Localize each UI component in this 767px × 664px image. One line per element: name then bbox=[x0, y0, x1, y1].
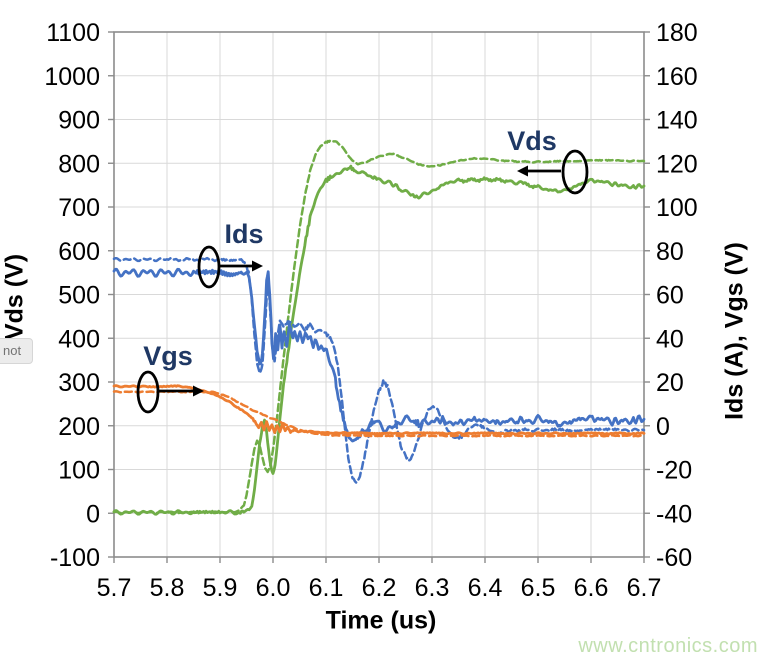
x-tick-label: 6.1 bbox=[309, 574, 344, 602]
left-tick-label: -100 bbox=[50, 544, 100, 572]
right-tick-label: -40 bbox=[656, 500, 692, 528]
x-tick-label: 5.8 bbox=[150, 574, 185, 602]
right-tick-label: 180 bbox=[656, 19, 698, 47]
left-tick-label: 700 bbox=[58, 194, 100, 222]
annotation-ellipse-ids bbox=[197, 245, 221, 289]
x-tick-label: 6.7 bbox=[627, 574, 662, 602]
left-tick-label: 800 bbox=[58, 150, 100, 178]
right-tick-label: 80 bbox=[656, 238, 684, 266]
annotation-label-vds: Vds bbox=[507, 126, 557, 156]
right-tick-label: 120 bbox=[656, 150, 698, 178]
annotation-label-vgs: Vgs bbox=[143, 341, 193, 371]
right-tick-label: 100 bbox=[656, 194, 698, 222]
x-tick-label: 6.4 bbox=[468, 574, 503, 602]
left-axis-title: Vds (V) bbox=[0, 253, 29, 341]
x-tick-label: 5.9 bbox=[203, 574, 238, 602]
watermark-link: www.cntronics.com bbox=[578, 635, 758, 657]
right-tick-label: 160 bbox=[656, 63, 698, 91]
left-tick-label: 300 bbox=[58, 369, 100, 397]
annotation-arrowhead-vgs bbox=[193, 385, 204, 397]
right-tick-label: 20 bbox=[656, 369, 684, 397]
annotation-arrowhead-ids bbox=[252, 260, 263, 272]
annotation-arrowhead-vds bbox=[517, 165, 528, 177]
x-tick-label: 6.2 bbox=[362, 574, 397, 602]
left-tick-label: 600 bbox=[58, 238, 100, 266]
series-ids-simulated bbox=[112, 256, 646, 484]
series-vds-measured bbox=[112, 164, 646, 516]
left-tick-label: 1000 bbox=[44, 63, 100, 91]
right-axis-title: Ids (A), Vgs (V) bbox=[720, 242, 749, 420]
series-ids-measured bbox=[112, 267, 646, 443]
annotation-ellipse-vds bbox=[561, 149, 589, 195]
x-tick-label: 6.6 bbox=[574, 574, 609, 602]
left-tick-label: 100 bbox=[58, 457, 100, 485]
right-tick-label: 40 bbox=[656, 325, 684, 353]
left-tick-label: 400 bbox=[58, 325, 100, 353]
annotation-label-ids: Ids bbox=[224, 219, 263, 249]
x-tick-label: 6.0 bbox=[256, 574, 291, 602]
left-tick-label: 900 bbox=[58, 107, 100, 135]
right-tick-label: 60 bbox=[656, 282, 684, 310]
left-tick-label: 0 bbox=[86, 500, 100, 528]
right-tick-label: -20 bbox=[656, 457, 692, 485]
left-tick-label: 200 bbox=[58, 413, 100, 441]
left-tick-label: 1100 bbox=[46, 19, 100, 47]
x-tick-label: 6.5 bbox=[521, 574, 556, 602]
right-tick-label: 0 bbox=[656, 413, 670, 441]
left-tick-label: 500 bbox=[58, 282, 100, 310]
right-tick-label: -60 bbox=[656, 544, 692, 572]
x-axis-title: Time (us) bbox=[325, 606, 437, 635]
x-tick-label: 5.7 bbox=[97, 574, 132, 602]
clipped-tooltip: not bbox=[0, 338, 33, 364]
right-tick-label: 140 bbox=[656, 107, 698, 135]
x-tick-label: 6.3 bbox=[415, 574, 450, 602]
